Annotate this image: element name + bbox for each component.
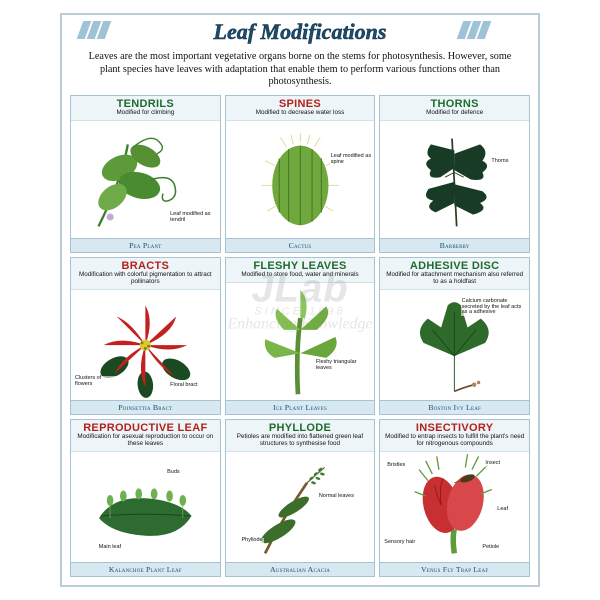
cell-footer: Poinsettia Bract (71, 400, 220, 414)
label: Calcium carbonate secreted by the leaf a… (461, 299, 526, 316)
cell-footer: Venus Fly Trap Leaf (380, 562, 529, 576)
cell-sub: Modified for attachment mechanism also r… (382, 272, 527, 286)
label: Insect (484, 461, 501, 467)
cell-footer: Cactus (226, 238, 375, 252)
cell-footer: Kalanchoe Plant Leaf (71, 562, 220, 576)
label: Petiole (481, 545, 500, 551)
label: Leaf modified as tendril (169, 212, 220, 224)
banner-stripe-left (77, 21, 144, 39)
cell-footer: Boston Ivy Leaf (380, 400, 529, 414)
cell-insectivory: INSECTIVORY Modified to entrap insects t… (379, 419, 530, 577)
cell-sub: Petioles are modified into flattened gre… (228, 434, 373, 448)
cell-spines: SPINES Modified to decrease water loss (225, 95, 376, 253)
label: Buds (166, 470, 181, 476)
cell-tendrils: TENDRILS Modified for climbing Leaf modi… (70, 95, 221, 253)
label: Bristles (386, 463, 406, 469)
label: Main leaf (98, 545, 122, 551)
poster: Leaf Modifications Leaves are the most i… (60, 13, 540, 587)
cell-sub: Modified to decrease water loss (228, 110, 373, 117)
cell-reproductive: REPRODUCTIVE LEAF Modification for asexu… (70, 419, 221, 577)
cell-footer: Barberry (380, 238, 529, 252)
cell-sub: Modification for asexual reproduction to… (73, 434, 218, 448)
label: Sensory hair (383, 540, 416, 546)
cell-footer: Pea Plant (71, 238, 220, 252)
label: Phyllode (241, 538, 264, 544)
cell-sub: Modified to store food, water and minera… (228, 272, 373, 279)
illustration-flytrap: Bristles Insect Leaf Sensory hair Petiol… (380, 452, 529, 562)
cell-bracts: BRACTS Modification with colorful pigmen… (70, 257, 221, 415)
cell-sub: Modification with colorful pigmentation … (73, 272, 218, 286)
cell-sub: Modified for defence (382, 110, 527, 117)
illustration-acacia: Normal leaves Phyllode (226, 452, 375, 562)
label: Floral bract (169, 383, 199, 389)
illustration-kalanchoe: Buds Main leaf (71, 452, 220, 562)
cell-adhesive: ADHESIVE DISC Modified for attachment me… (379, 257, 530, 415)
illustration-ivy: Calcium carbonate secreted by the leaf a… (380, 290, 529, 400)
label: Thorns (490, 159, 509, 165)
illustration-cactus: Leaf modified as spine (226, 121, 375, 238)
intro-text: Leaves are the most important vegetative… (62, 47, 538, 95)
label: Leaf modified as spine (330, 154, 375, 166)
banner-stripe-right (457, 21, 524, 39)
illustration-pea: Leaf modified as tendril (71, 121, 220, 238)
cell-sub: Modified to entrap insects to fulfill th… (382, 434, 527, 448)
cell-phyllode: PHYLLODE Petioles are modified into flat… (225, 419, 376, 577)
illustration-iceplant: Fleshy triangular leaves (226, 283, 375, 400)
cell-footer: Ice Plant Leaves (226, 400, 375, 414)
illustration-poinsettia: Clusters of flowers Floral bract (71, 290, 220, 400)
label: Normal leaves (318, 494, 355, 500)
label: Fleshy triangular leaves (315, 360, 369, 372)
cell-thorns: THORNS Modified for defence Thorns (379, 95, 530, 253)
illustration-barberry: Thorns (380, 121, 529, 238)
label: Leaf (496, 507, 509, 513)
cell-sub: Modified for climbing (73, 110, 218, 117)
label: Clusters of flowers (74, 376, 119, 388)
cell-fleshy: FLESHY LEAVES Modified to store food, wa… (225, 257, 376, 415)
title-banner: Leaf Modifications (62, 15, 538, 47)
grid: TENDRILS Modified for climbing Leaf modi… (62, 95, 538, 585)
cell-footer: Australian Acacia (226, 562, 375, 576)
